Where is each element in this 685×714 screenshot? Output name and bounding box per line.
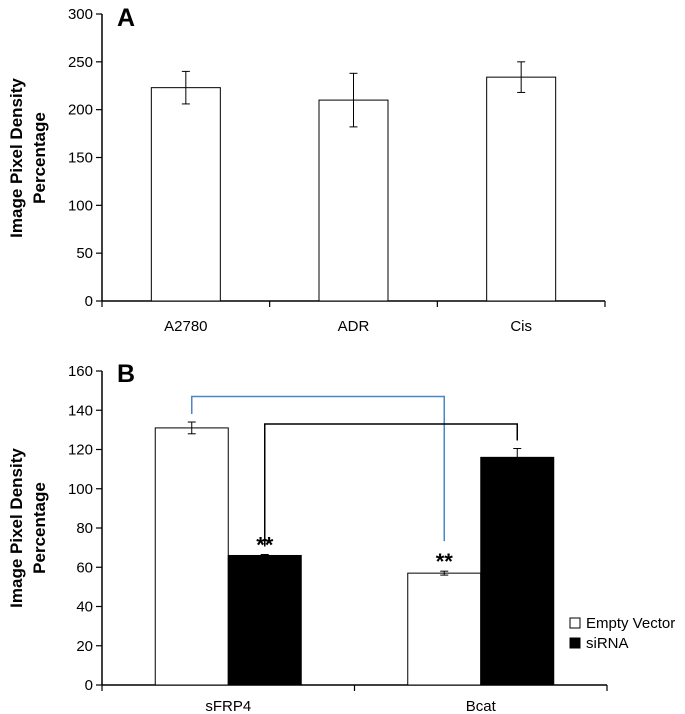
panel-a-bar-adr [318, 99, 389, 302]
panel-a-y-tick-label: 100 [68, 197, 93, 214]
panel-b-y-tick-label: 80 [76, 520, 93, 537]
legend-label-sirna: siRNA [586, 635, 629, 652]
panel-a-category-label: ADR [338, 318, 370, 335]
panel-a-ylabel-line2: Percentage [30, 112, 49, 204]
panel-b-y-tick-label: 140 [68, 402, 93, 419]
panel-b-bar-bcat-empty-vector [407, 572, 482, 686]
panel-a-category-label: Cis [510, 318, 532, 335]
panel-a: A Image Pixel Density Percentage 0 50 100 1… [7, 4, 606, 335]
legend-swatch-empty-vector [569, 617, 581, 629]
panel-a-y-tick-label: 0 [85, 293, 93, 310]
panel-a-y-tick-label: 300 [68, 6, 93, 23]
panel-b-category-label: sFRP4 [205, 698, 251, 714]
panel-a-y-tick-label: 50 [76, 245, 93, 262]
panel-a-y-tick-label: 150 [68, 150, 93, 167]
panel-a-y-tick-label: 250 [68, 54, 93, 71]
panel-b-bar-sfrp4-empty-vector [154, 427, 229, 686]
panel-b-y-tick-label: 120 [68, 442, 93, 459]
panel-b-y-tick-label: 160 [68, 363, 93, 380]
panel-b-category-label: Bcat [466, 698, 497, 714]
panel-b-bar-sfrp4-sirna [227, 554, 302, 686]
panel-b-significance-bracket [191, 395, 445, 542]
panel-a-bar-a2780 [150, 87, 221, 302]
legend-label-empty-vector: Empty Vector [586, 615, 675, 632]
panel-b-ylabel-line2: Percentage [30, 482, 49, 574]
panel-b: B Image Pixel Density Percentage 0 20 40 60… [7, 360, 675, 714]
panel-b-y-tick-label: 40 [76, 599, 93, 616]
panel-a-bar-cis [486, 76, 557, 302]
panel-a-letter: A [117, 4, 135, 32]
panel-b-y-tick-label: 0 [85, 677, 93, 694]
panel-a-ylabel-line1: Image Pixel Density [7, 78, 26, 238]
panel-b-y-tick-label: 60 [76, 559, 93, 576]
panel-b-legend: Empty Vector siRNA [569, 615, 675, 652]
panel-a-y-tick-label: 200 [68, 102, 93, 119]
panel-b-y-tick-label: 20 [76, 638, 93, 655]
panel-a-category-label: A2780 [164, 318, 207, 335]
panel-a-marks: A2780 ADR Cis [150, 61, 557, 335]
panel-b-marks: sFRP4 Bcat ** ** [154, 395, 555, 714]
panel-b-y-tick-label: 100 [68, 481, 93, 498]
panel-b-bar-bcat-sirna [480, 456, 555, 686]
panel-b-significance-label: ** [436, 549, 454, 574]
panel-b-significance-label: ** [256, 532, 274, 557]
legend-swatch-sirna [569, 637, 581, 649]
panel-b-ylabel-line1: Image Pixel Density [7, 448, 26, 608]
panel-b-significance-bracket [264, 423, 518, 547]
panel-b-letter: B [117, 360, 135, 388]
